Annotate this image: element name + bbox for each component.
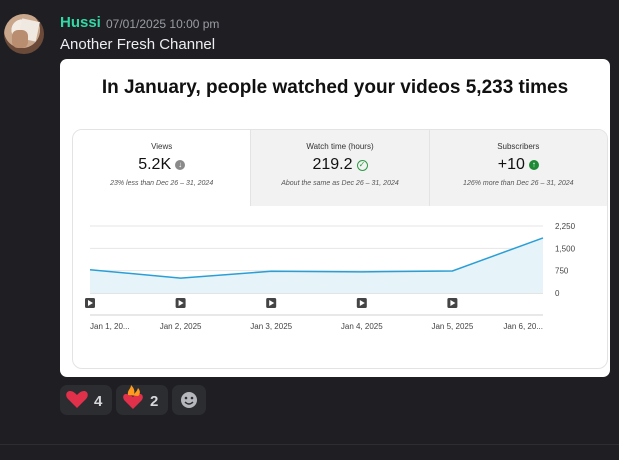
stats-panel: Views 5.2K ↓ 23% less than Dec 26 – 31, … [72,129,608,369]
y-tick-label: 0 [555,289,560,298]
stat-value: +10 [497,156,525,173]
views-chart: 2,250 1,500 750 0 Jan 1, 20... Jan 2, 2025 Jan… [85,222,576,331]
username[interactable]: Hussi [60,14,101,31]
reaction-count: 4 [94,393,103,410]
stats-row: Views 5.2K ↓ 23% less than Dec 26 – 31, … [73,130,607,206]
stat-views: Views 5.2K ↓ 23% less than Dec 26 – 31, … [73,130,252,206]
avatar-hand [12,30,28,48]
series-line [89,237,544,279]
play-icon [450,300,456,306]
stat-value: 219.2 [312,156,353,173]
smiley-eye [190,396,194,400]
stat-label: Subscribers [497,142,540,151]
stat-label: Views [151,142,173,151]
stat-label: Watch time (hours) [306,142,374,151]
y-tick-label: 750 [555,267,569,276]
stat-subscribers: Subscribers +10 ↑ 126% more than Dec 26 … [429,130,607,206]
stat-value-row: +10 ↑ [430,156,607,174]
reaction-fire-heart[interactable]: 2 [116,385,168,415]
reactions-bar: 4 2 [60,385,206,415]
check-circle-icon: ✓ [356,159,368,171]
play-icon [88,300,93,306]
play-icon [269,300,275,306]
smiley-eye [184,396,188,400]
smiley-mouth [184,401,194,405]
message-content: Another Fresh Channel [60,36,216,53]
add-reaction-button[interactable] [172,385,206,415]
x-tick-label: Jan 6, 20... [503,322,543,331]
stat-note: About the same as Dec 26 – 31, 2024 [281,180,399,187]
heart-icon [66,391,88,408]
timestamp: 07/01/2025 10:00 pm [106,17,220,31]
stat-note: 23% less than Dec 26 – 31, 2024 [110,180,214,187]
arrow-down-circle-icon: ↓ [175,160,186,170]
reaction-count: 2 [150,393,158,410]
x-tick-label: Jan 4, 2025 [341,322,383,331]
fire-heart-icon [123,394,143,409]
x-tick-label: Jan 1, 20... [90,322,130,331]
analytics-image[interactable]: In January, people watched your videos 5… [60,59,610,377]
x-tick-label: Jan 5, 2025 [431,322,473,331]
x-tick-label: Jan 2, 2025 [160,322,202,331]
y-tick-label: 2,250 [555,222,576,231]
stat-note: 126% more than Dec 26 – 31, 2024 [463,180,574,187]
reaction-heart[interactable]: 4 [60,385,112,415]
arrow-up-circle-icon: ↑ [528,160,539,170]
stat-value-row: 5.2K ↓ [73,156,250,174]
smiley-icon [181,392,197,408]
series-area [90,237,543,293]
y-tick-label: 1,500 [555,244,576,253]
stat-value: 5.2K [138,156,172,173]
play-icon [359,300,365,306]
stat-value-row: 219.2 ✓ [251,156,428,174]
stat-watch-time: Watch time (hours) 219.2 ✓ About the sam… [251,130,430,206]
fire-flame [127,385,140,396]
x-tick-label: Jan 3, 2025 [250,322,292,331]
play-icon [178,300,184,306]
user-avatar[interactable] [4,14,44,54]
card-title: In January, people watched your videos 5… [101,77,569,98]
divider [0,444,619,445]
